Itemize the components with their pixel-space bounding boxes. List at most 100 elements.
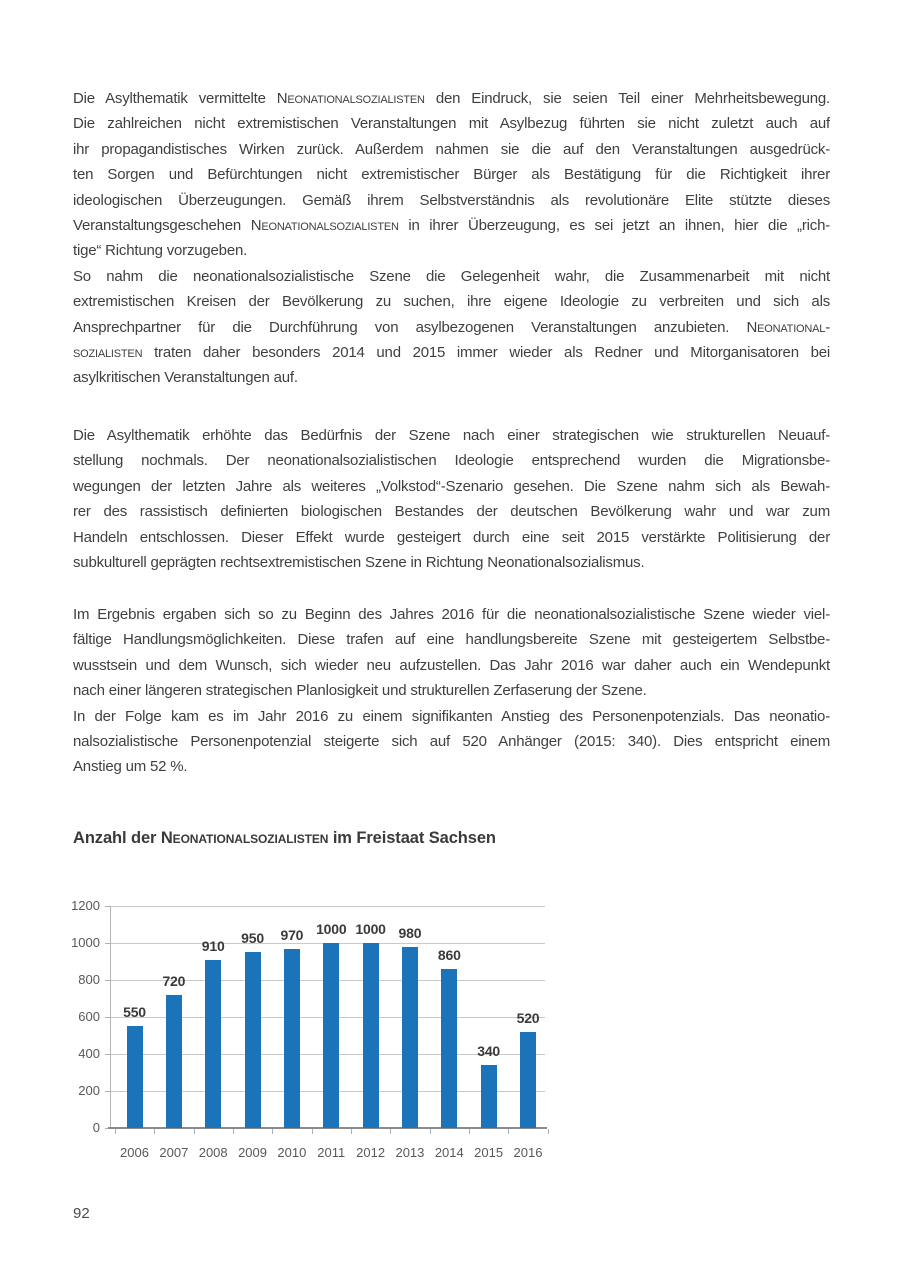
text-run: Anzahl der xyxy=(73,829,161,847)
text-run: Die Asylthematik erhöhte das Bedürfnis d… xyxy=(73,427,830,444)
bar-value-label: 720 xyxy=(162,972,186,989)
text-line: wusstsein und dem Wunsch, sich wieder ne… xyxy=(73,653,830,678)
paragraph-asylthematik: Die Asylthematik vermittelte Neonational… xyxy=(73,86,830,391)
text-run: den Eindruck, sie seien Teil einer Mehrh… xyxy=(424,90,830,107)
y-axis-label: 1000 xyxy=(71,935,100,950)
smallcaps-term: sozialisten xyxy=(73,343,143,361)
chart-bar xyxy=(401,946,418,1128)
x-axis-label: 2013 xyxy=(395,1145,425,1160)
text-line: asylkritischen Veranstaltungen auf. xyxy=(73,365,830,390)
y-axis-tick xyxy=(105,980,110,981)
x-axis-label: 2008 xyxy=(198,1145,228,1160)
paragraph-ergebnis-2016: Im Ergebnis ergaben sich so zu Beginn de… xyxy=(73,602,830,780)
x-axis-label: 2011 xyxy=(317,1145,346,1160)
text-line: subkulturell geprägten rechtsextremistis… xyxy=(73,550,830,575)
x-axis-tick xyxy=(547,1129,549,1134)
text-run: asylkritischen Veranstaltungen auf. xyxy=(73,369,298,387)
gridline xyxy=(110,906,545,907)
x-axis-label: 2007 xyxy=(159,1145,189,1160)
y-axis-tick xyxy=(105,1091,110,1092)
smallcaps-term: Neonationalsozialisten xyxy=(250,216,399,234)
text-run: Ansprechpartner für die Durchführung von… xyxy=(73,318,747,336)
page-number: 92 xyxy=(73,1205,90,1222)
y-axis-label: 1200 xyxy=(71,898,100,913)
text-line: stellung nochmals. Der neonationalsozial… xyxy=(73,448,830,473)
y-axis-tick xyxy=(105,943,110,944)
chart-bar xyxy=(520,1031,536,1128)
x-axis-tick xyxy=(193,1129,195,1134)
y-axis-label: 0 xyxy=(92,1120,100,1135)
bar-value-label: 970 xyxy=(280,926,304,943)
text-line: Im Ergebnis ergaben sich so zu Beginn de… xyxy=(73,602,830,627)
text-run: wusstsein und dem Wunsch, sich wieder ne… xyxy=(73,656,830,674)
text-run: wegungen der letzten Jahre als weiteres … xyxy=(73,477,830,495)
bar-value-label: 520 xyxy=(516,1009,540,1026)
text-run: nach einer längeren strategischen Planlo… xyxy=(73,682,647,700)
x-axis-line xyxy=(108,1127,547,1129)
x-axis-tick xyxy=(390,1129,392,1134)
text-line: sozialisten traten daher besonders 2014 … xyxy=(73,340,830,365)
x-axis-tick xyxy=(429,1129,431,1134)
chart-bar xyxy=(362,943,379,1128)
text-run: fältige Handlungsmöglichkeiten. Diese tr… xyxy=(73,631,830,649)
x-axis-tick xyxy=(272,1129,274,1134)
text-line: Ansprechpartner für die Durchführung von… xyxy=(73,315,830,340)
chart-bar xyxy=(283,948,300,1128)
chart-bar xyxy=(165,994,182,1128)
text-run: Die zahlreichen nicht extremistischen Ve… xyxy=(73,115,830,133)
text-line: Die zahlreichen nicht extremistischen Ve… xyxy=(73,111,830,136)
text-run: Die Asylthematik vermittelte xyxy=(73,90,277,107)
y-axis-tick xyxy=(105,1128,110,1129)
text-line: Anstieg um 52 %. xyxy=(73,754,830,779)
bar-value-label: 550 xyxy=(123,1004,146,1021)
y-axis-line xyxy=(110,906,111,1128)
text-line: Veranstaltungsgeschehen Neonationalsozia… xyxy=(73,213,830,238)
x-axis-label: 2009 xyxy=(238,1145,267,1160)
bar-value-label: 1000 xyxy=(355,921,386,937)
bar-value-label: 950 xyxy=(241,930,264,947)
text-line: tige“ Richtung vorzugeben. xyxy=(73,238,830,263)
x-axis-label: 2010 xyxy=(277,1145,307,1160)
bar-value-label: 340 xyxy=(477,1043,501,1060)
y-axis-label: 400 xyxy=(78,1046,100,1061)
chart-bar xyxy=(480,1065,497,1128)
text-run: traten daher besonders 2014 und 2015 imm… xyxy=(142,343,830,361)
y-axis-tick xyxy=(105,906,110,907)
y-axis-label: 800 xyxy=(78,972,100,987)
text-run: ihr propagandistisches Wirken zurück. Au… xyxy=(73,140,830,158)
bar-value-label: 1000 xyxy=(316,921,347,937)
x-axis-tick xyxy=(154,1129,156,1134)
text-line: So nahm die neonationalsozialistische Sz… xyxy=(73,264,830,289)
text-line: ten Sorgen und Befürchtungen nicht extre… xyxy=(73,162,830,187)
text-line: wegungen der letzten Jahre als weiteres … xyxy=(73,474,830,499)
x-axis-label: 2006 xyxy=(120,1145,149,1160)
x-axis-tick xyxy=(350,1129,352,1134)
text-run: Anstieg um 52 %. xyxy=(73,758,188,776)
x-axis-label: 2012 xyxy=(356,1145,386,1160)
text-line: Die Asylthematik vermittelte Neonational… xyxy=(73,86,830,111)
smallcaps-term: Neonationalsozialisten xyxy=(276,90,425,107)
text-run: Handeln entschlossen. Dieser Effekt wurd… xyxy=(73,528,830,546)
text-run: extremistischen Kreisen der Bevölkerung … xyxy=(73,293,830,311)
paragraph-neuaufstellung: Die Asylthematik erhöhte das Bedürfnis d… xyxy=(73,423,830,575)
y-axis-label: 600 xyxy=(78,1009,100,1024)
bar-value-label: 980 xyxy=(398,924,422,941)
x-axis-tick xyxy=(232,1129,234,1134)
text-run: subkulturell geprägten rechtsextremistis… xyxy=(73,553,645,571)
text-run: in ihrer Überzeugung, es sei jetzt an ih… xyxy=(398,216,830,234)
text-run: im Freistaat Sachsen xyxy=(328,829,496,847)
smallcaps-term: Neonational- xyxy=(746,318,830,336)
text-run: ten Sorgen und Befürchtungen nicht extre… xyxy=(73,166,830,184)
text-line: rer des rassistisch definierten biologis… xyxy=(73,499,830,524)
text-line: nalsozialistische Personenpotenzial stei… xyxy=(73,729,830,754)
chart-heading: Anzahl der Neonationalsozialisten im Fre… xyxy=(73,829,830,848)
chart-bar xyxy=(244,952,261,1128)
y-axis-tick xyxy=(105,1054,110,1055)
y-axis-label: 200 xyxy=(78,1083,100,1098)
text-run: So nahm die neonationalsozialistische Sz… xyxy=(73,267,830,285)
x-axis-tick xyxy=(114,1129,116,1134)
x-axis-label: 2014 xyxy=(434,1145,464,1160)
x-axis-tick xyxy=(311,1129,313,1134)
x-axis-label: 2015 xyxy=(474,1145,504,1160)
y-axis-tick xyxy=(105,1017,110,1018)
